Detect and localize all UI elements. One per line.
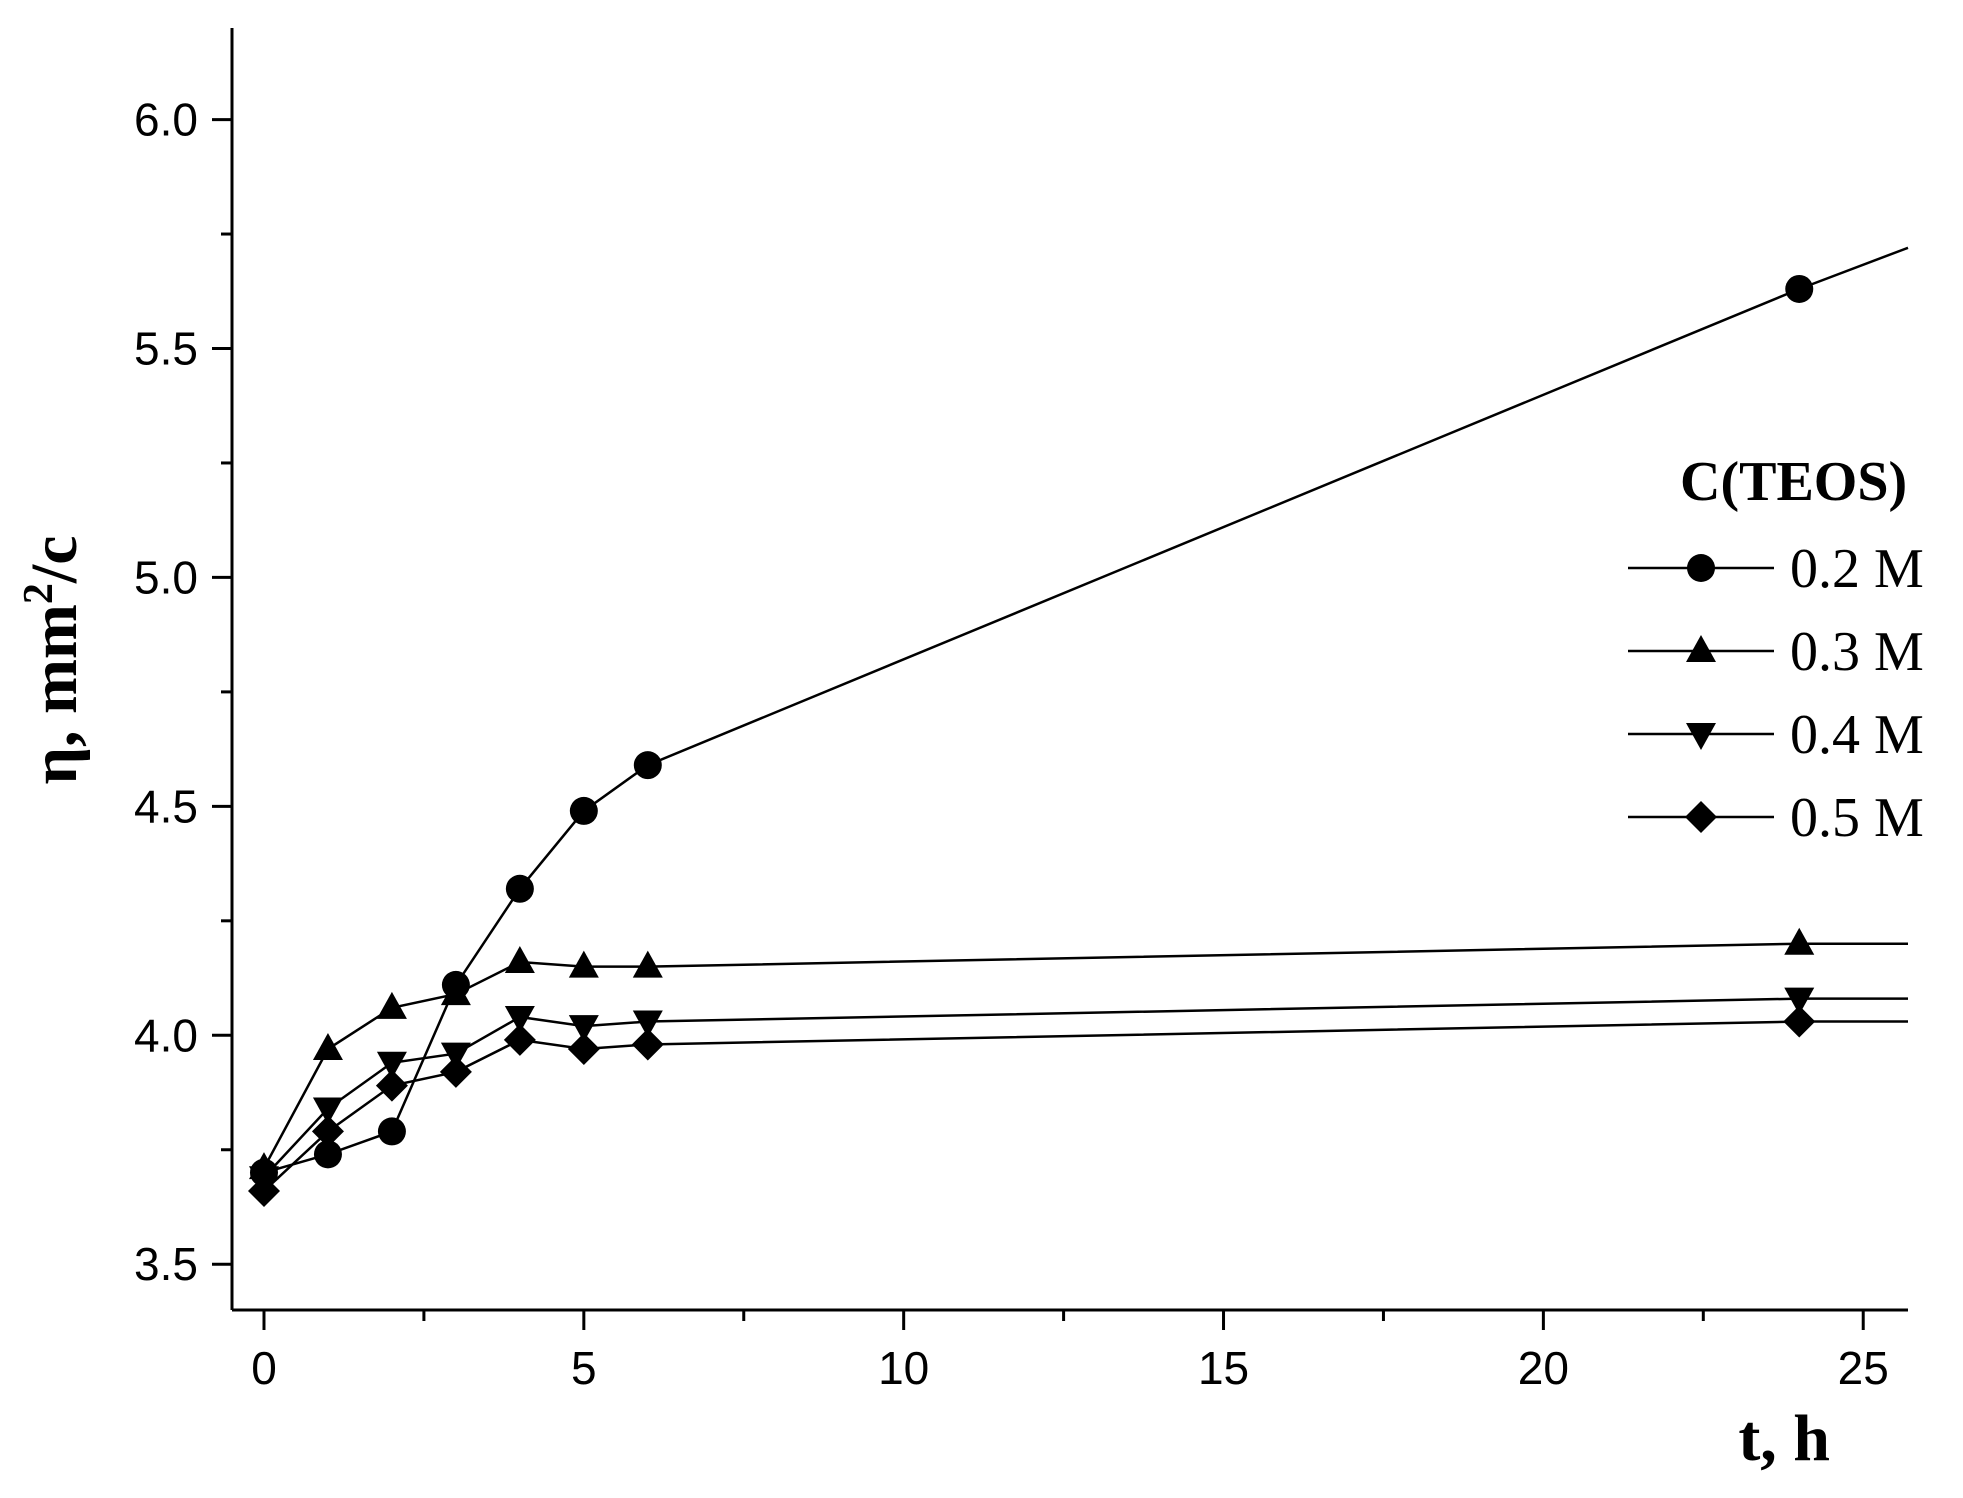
legend-marker [1687,554,1715,582]
x-tick-label: 15 [1198,1342,1249,1394]
data-point [440,978,471,1006]
series-0-4-m [248,987,1908,1194]
x-axis-title: t, h [1738,1402,1830,1475]
series-line [263,1020,1908,1192]
data-point [1784,927,1815,955]
x-tick-label: 10 [878,1342,929,1394]
y-axis-title-main: η, mm [18,604,91,784]
data-point [504,946,535,974]
y-ticks: 3.5 4.0 4.5 5.0 5.5 6.0 [134,94,232,1290]
data-point [1785,274,1814,303]
data-point [632,950,663,978]
y-tick-label: 4.0 [134,1009,198,1061]
data-point [312,1097,343,1125]
legend-item: 0.3 M [1628,621,1924,683]
y-tick-label: 4.5 [134,780,198,832]
data-point [633,751,662,780]
data-point [631,1028,664,1061]
data-point [1783,1005,1816,1038]
data-point [568,1015,599,1043]
legend-item: 0.5 M [1628,787,1924,849]
series-0-2-m [249,246,1909,1187]
legend-label: 0.4 M [1790,704,1924,766]
legend: C(TEOS) 0.2 M 0.3 M 0.4 M 0.5 M [1628,451,1924,849]
y-axis-title-tail: /c [18,535,91,584]
data-point [375,1069,408,1102]
series-layer [247,246,1909,1207]
series-0-3-m [248,927,1908,1180]
series-line [262,942,1908,1169]
data-point [311,1115,344,1148]
legend-label: 0.5 M [1790,787,1924,849]
x-ticks: 0 5 10 15 20 25 [251,1310,1889,1394]
legend-item: 0.4 M [1628,704,1924,766]
data-point [377,1117,406,1146]
data-point [376,991,407,1019]
data-point [1784,987,1815,1015]
x-tick-label: 20 [1518,1342,1569,1394]
y-axis-title-superscript: 2 [16,583,62,604]
data-point [313,1140,342,1169]
legend-marker [1686,635,1716,662]
legend-item: 0.2 M [1628,538,1924,600]
y-axis-title: η, mm2/c [16,535,91,784]
data-point [504,1005,535,1033]
legend-items: 0.2 M 0.3 M 0.4 M 0.5 M [1628,538,1924,849]
y-tick-label: 5.0 [134,551,198,603]
data-point [569,796,598,825]
y-tick-label: 5.5 [134,323,198,375]
y-tick-label: 3.5 [134,1238,198,1290]
legend-label: 0.2 M [1790,538,1924,600]
data-point [247,1174,280,1207]
axes: 0 5 10 15 20 25 3.5 4.0 4.5 5.0 5.5 6.0 [134,28,1908,1394]
legend-title: C(TEOS) [1680,451,1907,513]
legend-label: 0.3 M [1790,621,1924,683]
x-tick-label: 0 [251,1342,277,1394]
data-point [568,950,599,978]
legend-marker [1685,801,1717,833]
x-tick-label: 5 [571,1342,597,1394]
series-0-5-m [247,1005,1908,1207]
data-point [505,874,534,903]
x-tick-label: 25 [1838,1342,1889,1394]
legend-marker [1686,723,1716,750]
data-point [503,1023,536,1056]
data-point [376,1051,407,1079]
data-point [439,1055,472,1088]
data-point [567,1033,600,1066]
data-point [312,1033,343,1061]
data-point [632,1010,663,1038]
y-tick-label: 6.0 [134,94,198,146]
